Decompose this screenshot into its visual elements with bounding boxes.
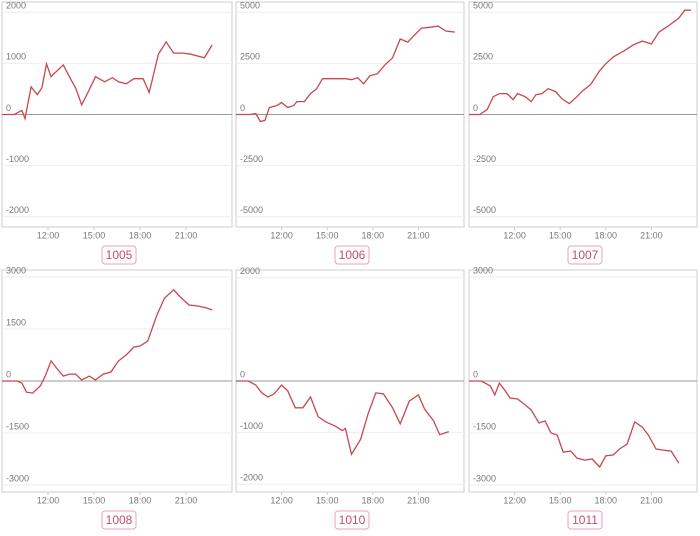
x-tick-label: 21:00 [640, 495, 663, 505]
y-tick-label: -3000 [473, 473, 496, 483]
series-line [2, 40, 213, 121]
series-line [2, 288, 213, 394]
y-tick-label: -1000 [240, 421, 263, 431]
title-box [334, 245, 370, 265]
x-tick-label: 15:00 [316, 230, 339, 240]
x-tick-label: 18:00 [129, 230, 152, 240]
x-tick-label: 12:00 [37, 495, 60, 505]
y-tick-label: 2000 [6, 1, 26, 11]
x-tick-label: 15:00 [316, 495, 339, 505]
x-tick-label: 18:00 [362, 495, 385, 505]
y-tick-label: 2500 [473, 52, 493, 62]
x-tick-label: 15:00 [549, 230, 572, 240]
y-tick-label: 0 [240, 103, 245, 113]
chart-title: 1008 [106, 513, 133, 527]
y-tick-label: -2000 [6, 205, 29, 215]
chart-title: 1007 [572, 248, 599, 262]
chart-panel: 2000 0 -1000 -2000 12:00 15:00 18:00 21:00 1010 [235, 266, 465, 530]
x-tick-label: 21:00 [407, 495, 430, 505]
x-tick-label: 15:00 [83, 495, 106, 505]
y-tick-label: -3000 [6, 473, 29, 483]
y-tick-label: -5000 [240, 205, 263, 215]
x-tick-label: 15:00 [83, 230, 106, 240]
chart-panel: 3000 0 -1500 -3000 12:00 15:00 18:00 21:00 1011 [468, 265, 698, 530]
x-tick-label: 12:00 [270, 495, 293, 505]
title-box [101, 510, 137, 530]
chart-panel: 5000 2500 0 -2500 -5000 12:00 15:00 18:00 21:00 1… [468, 1, 698, 265]
y-tick-label: 5000 [473, 1, 493, 11]
y-tick-label: 0 [240, 369, 245, 379]
title-box [567, 510, 603, 530]
y-tick-label: 3000 [6, 265, 26, 275]
x-tick-label: 12:00 [503, 230, 526, 240]
y-tick-label: 1000 [6, 52, 26, 62]
x-tick-label: 21:00 [175, 230, 198, 240]
y-tick-label: -1000 [6, 154, 29, 164]
series-line [469, 9, 691, 116]
y-tick-label: -5000 [473, 205, 496, 215]
x-tick-label: 12:00 [37, 230, 60, 240]
y-tick-label: 0 [6, 369, 11, 379]
series-line [469, 380, 680, 469]
x-tick-label: 12:00 [270, 230, 293, 240]
series-line [236, 25, 455, 123]
x-tick-label: 12:00 [503, 495, 526, 505]
x-tick-label: 15:00 [549, 495, 572, 505]
title-box [334, 510, 370, 530]
x-tick-label: 18:00 [595, 230, 618, 240]
x-tick-label: 21:00 [640, 230, 663, 240]
y-tick-label: 0 [473, 369, 478, 379]
y-tick-label: -2000 [240, 473, 263, 483]
chart-panel: 5000 2500 0 -2500 -5000 12:00 15:00 18:00 21:00 1… [235, 1, 465, 265]
y-tick-label: 1500 [6, 317, 26, 327]
y-tick-label: 2000 [240, 266, 260, 276]
chart-title: 1006 [339, 248, 366, 262]
chart-title: 1010 [339, 513, 366, 527]
y-tick-label: -2500 [473, 154, 496, 164]
y-tick-label: 0 [473, 103, 478, 113]
series-line [236, 380, 450, 456]
y-tick-label: -1500 [6, 421, 29, 431]
chart-title: 1011 [572, 513, 598, 527]
y-tick-label: 5000 [240, 1, 260, 11]
y-tick-label: -1500 [473, 421, 496, 431]
title-box [101, 245, 137, 265]
x-tick-label: 18:00 [362, 230, 385, 240]
chart-panel: 2000 1000 0 -1000 -2000 12:00 15:00 18:00 21:00 1… [1, 1, 233, 265]
x-tick-label: 21:00 [175, 495, 198, 505]
chart-panel: 3000 1500 0 -1500 -3000 12:00 15:00 18:00 21:00 1… [1, 265, 233, 530]
y-tick-label: -2500 [240, 154, 263, 164]
title-box [567, 245, 603, 265]
x-tick-label: 18:00 [595, 495, 618, 505]
y-tick-label: 2500 [240, 52, 260, 62]
x-tick-label: 18:00 [129, 495, 152, 505]
chart-title: 1005 [106, 248, 133, 262]
y-tick-label: 0 [6, 103, 11, 113]
x-tick-label: 21:00 [407, 230, 430, 240]
y-tick-label: 3000 [473, 265, 493, 275]
